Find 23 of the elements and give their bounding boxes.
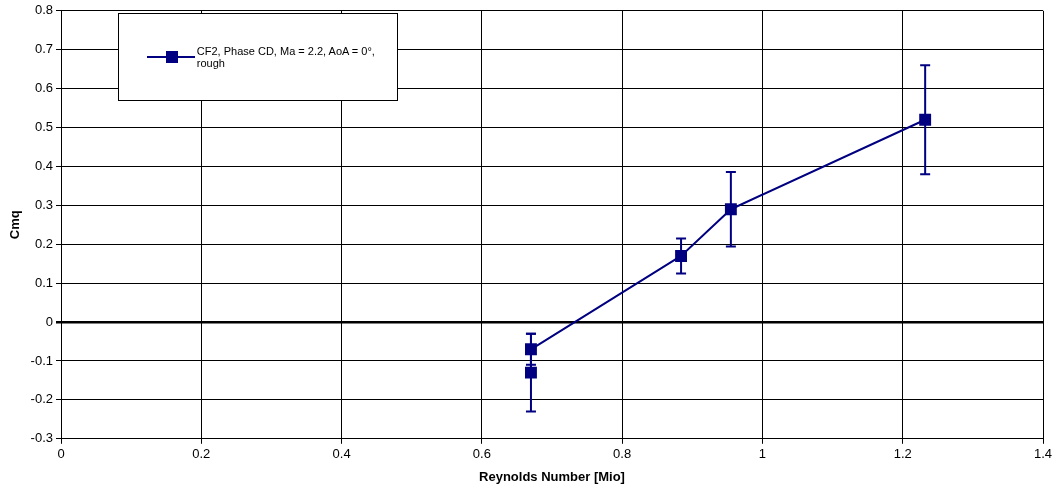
x-tick-label: 0 <box>57 446 65 462</box>
y-tick-label: 0.2 <box>34 235 53 251</box>
y-tick-label: -0.1 <box>30 352 53 368</box>
x-tick-label: 0.8 <box>613 446 632 462</box>
y-tick-label: -0.3 <box>30 430 53 446</box>
y-tick-label: 0.7 <box>34 41 53 57</box>
y-tick-label: -0.2 <box>30 391 53 407</box>
y-tick-label: 0 <box>45 313 53 329</box>
x-tick-label: 1.4 <box>1033 446 1053 462</box>
y-tick-label: 0.6 <box>34 80 53 96</box>
x-tick-label: 0.2 <box>192 446 211 462</box>
x-tick-label: 0.4 <box>332 446 351 462</box>
y-tick-label: 0.8 <box>34 2 53 18</box>
x-axis-title: Reynolds Number [Mio] <box>479 468 625 484</box>
legend-label: CF2, Phase CD, Ma = 2.2, AoA = 0°, rough <box>196 44 376 69</box>
x-tick-label: 0.6 <box>472 446 491 462</box>
y-tick-label: 0.3 <box>34 196 53 212</box>
x-tick-label: 1.2 <box>893 446 912 462</box>
y-tick-label: 0.4 <box>34 158 53 174</box>
y-axis-title: Cmq <box>7 210 23 240</box>
x-tick-label: 1 <box>758 446 767 462</box>
y-tick-label: 0.5 <box>34 119 53 135</box>
y-tick-label: 0.1 <box>34 274 53 290</box>
